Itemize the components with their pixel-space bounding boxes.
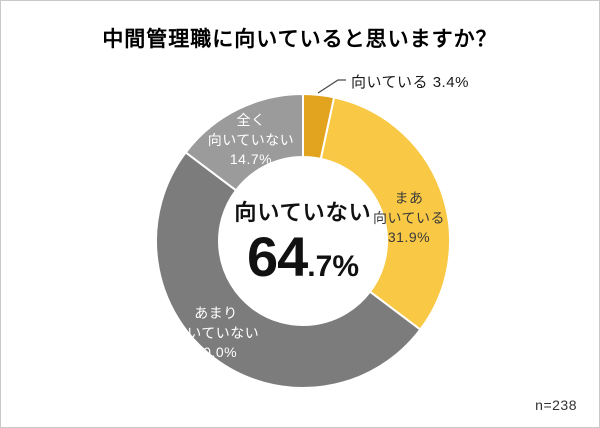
center-summary-value: 64 .7% bbox=[213, 229, 393, 285]
donut-segment-全く向いていない bbox=[184, 92, 304, 192]
donut-center-summary: 向いていない 64 .7% bbox=[213, 195, 393, 285]
donut-segment-あまり向いていない bbox=[155, 150, 422, 389]
donut-segment-まあ向いている bbox=[319, 96, 451, 332]
center-value-sub: .7% bbox=[307, 250, 359, 283]
segment-label-mattaku-muiteinai: 全く 向いていない 14.7% bbox=[207, 112, 295, 168]
callout-label-muiteiru: 向いている 3.4% bbox=[351, 74, 469, 91]
segment-label-amari-muiteinai: あまり 向いていない 50.0% bbox=[172, 305, 260, 361]
center-summary-label: 向いていない bbox=[234, 200, 372, 225]
callout-leader-line bbox=[317, 79, 346, 94]
center-value-main: 64 bbox=[247, 225, 308, 288]
segment-label-maa-muiteiru: まあ 向いている 31.9% bbox=[372, 190, 446, 246]
sample-size-label: n=238 bbox=[535, 397, 577, 413]
chart-title: 中間管理職に向いていると思いますか？ bbox=[102, 28, 498, 51]
